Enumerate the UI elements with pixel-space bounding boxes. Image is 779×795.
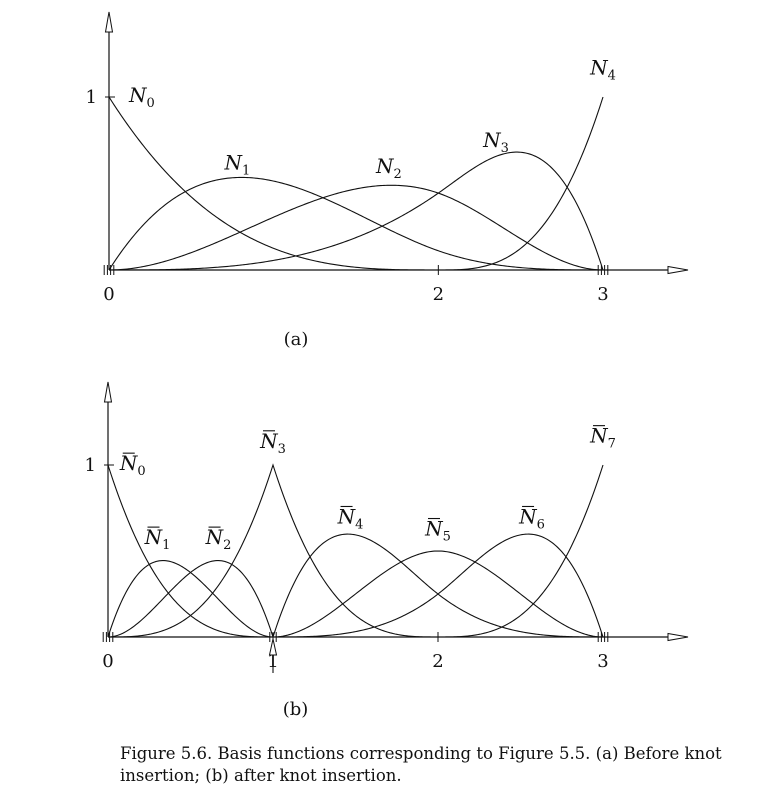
series-label-3: N3 — [259, 429, 286, 457]
series-label-2: N2 — [205, 525, 232, 553]
y-axis-arrow — [103, 381, 113, 403]
series-label-1: N1 — [224, 151, 251, 179]
series-label-0: N0 — [128, 83, 155, 111]
series-label-5: N5 — [424, 517, 451, 545]
basis-curve-1 — [108, 176, 603, 271]
basis-curve-1 — [107, 560, 603, 638]
y-tick-label: 1 — [85, 455, 96, 476]
y-axis-arrow — [104, 11, 114, 33]
basis-curve-7 — [108, 464, 604, 638]
series-label-6: N6 — [518, 504, 545, 532]
y-tick-label: 1 — [86, 87, 97, 108]
series-label-2: N2 — [375, 154, 402, 182]
panel-tag: (a) — [284, 329, 309, 350]
basis-curve-2 — [107, 560, 603, 638]
series-label-0: N0 — [119, 451, 146, 479]
inserted-knot-arrow — [268, 638, 278, 656]
basis-curve-4 — [109, 96, 604, 271]
panel-tag: (b) — [283, 699, 309, 720]
basis-curve-5 — [108, 550, 604, 638]
x-tick-label: 0 — [103, 284, 114, 305]
basis-curve-0 — [107, 464, 603, 638]
series-label-4: N4 — [589, 56, 616, 84]
figure-caption: Figure 5.6. Basis functions correspondin… — [120, 744, 722, 785]
x-tick-label: 2 — [432, 651, 443, 672]
panel-a: 0 2 3 1 N0 N1 N2 N3 N4 (a) — [86, 11, 689, 350]
series-label-3: N3 — [482, 128, 509, 156]
x-tick-label: 2 — [433, 284, 444, 305]
x-axis-arrow — [667, 632, 689, 642]
x-tick-label: 0 — [102, 651, 113, 672]
basis-curve-0 — [108, 96, 603, 271]
series-label-4: N4 — [337, 504, 364, 532]
basis-curve-3 — [108, 463, 603, 638]
basis-curve-3 — [109, 151, 604, 271]
x-tick-label: 3 — [597, 651, 608, 672]
series-label-1: N1 — [144, 525, 171, 553]
x-tick-label: 3 — [597, 284, 608, 305]
series-label-7: N7 — [589, 424, 616, 452]
x-axis-arrow — [667, 265, 689, 275]
basis-curve-2 — [108, 184, 604, 271]
